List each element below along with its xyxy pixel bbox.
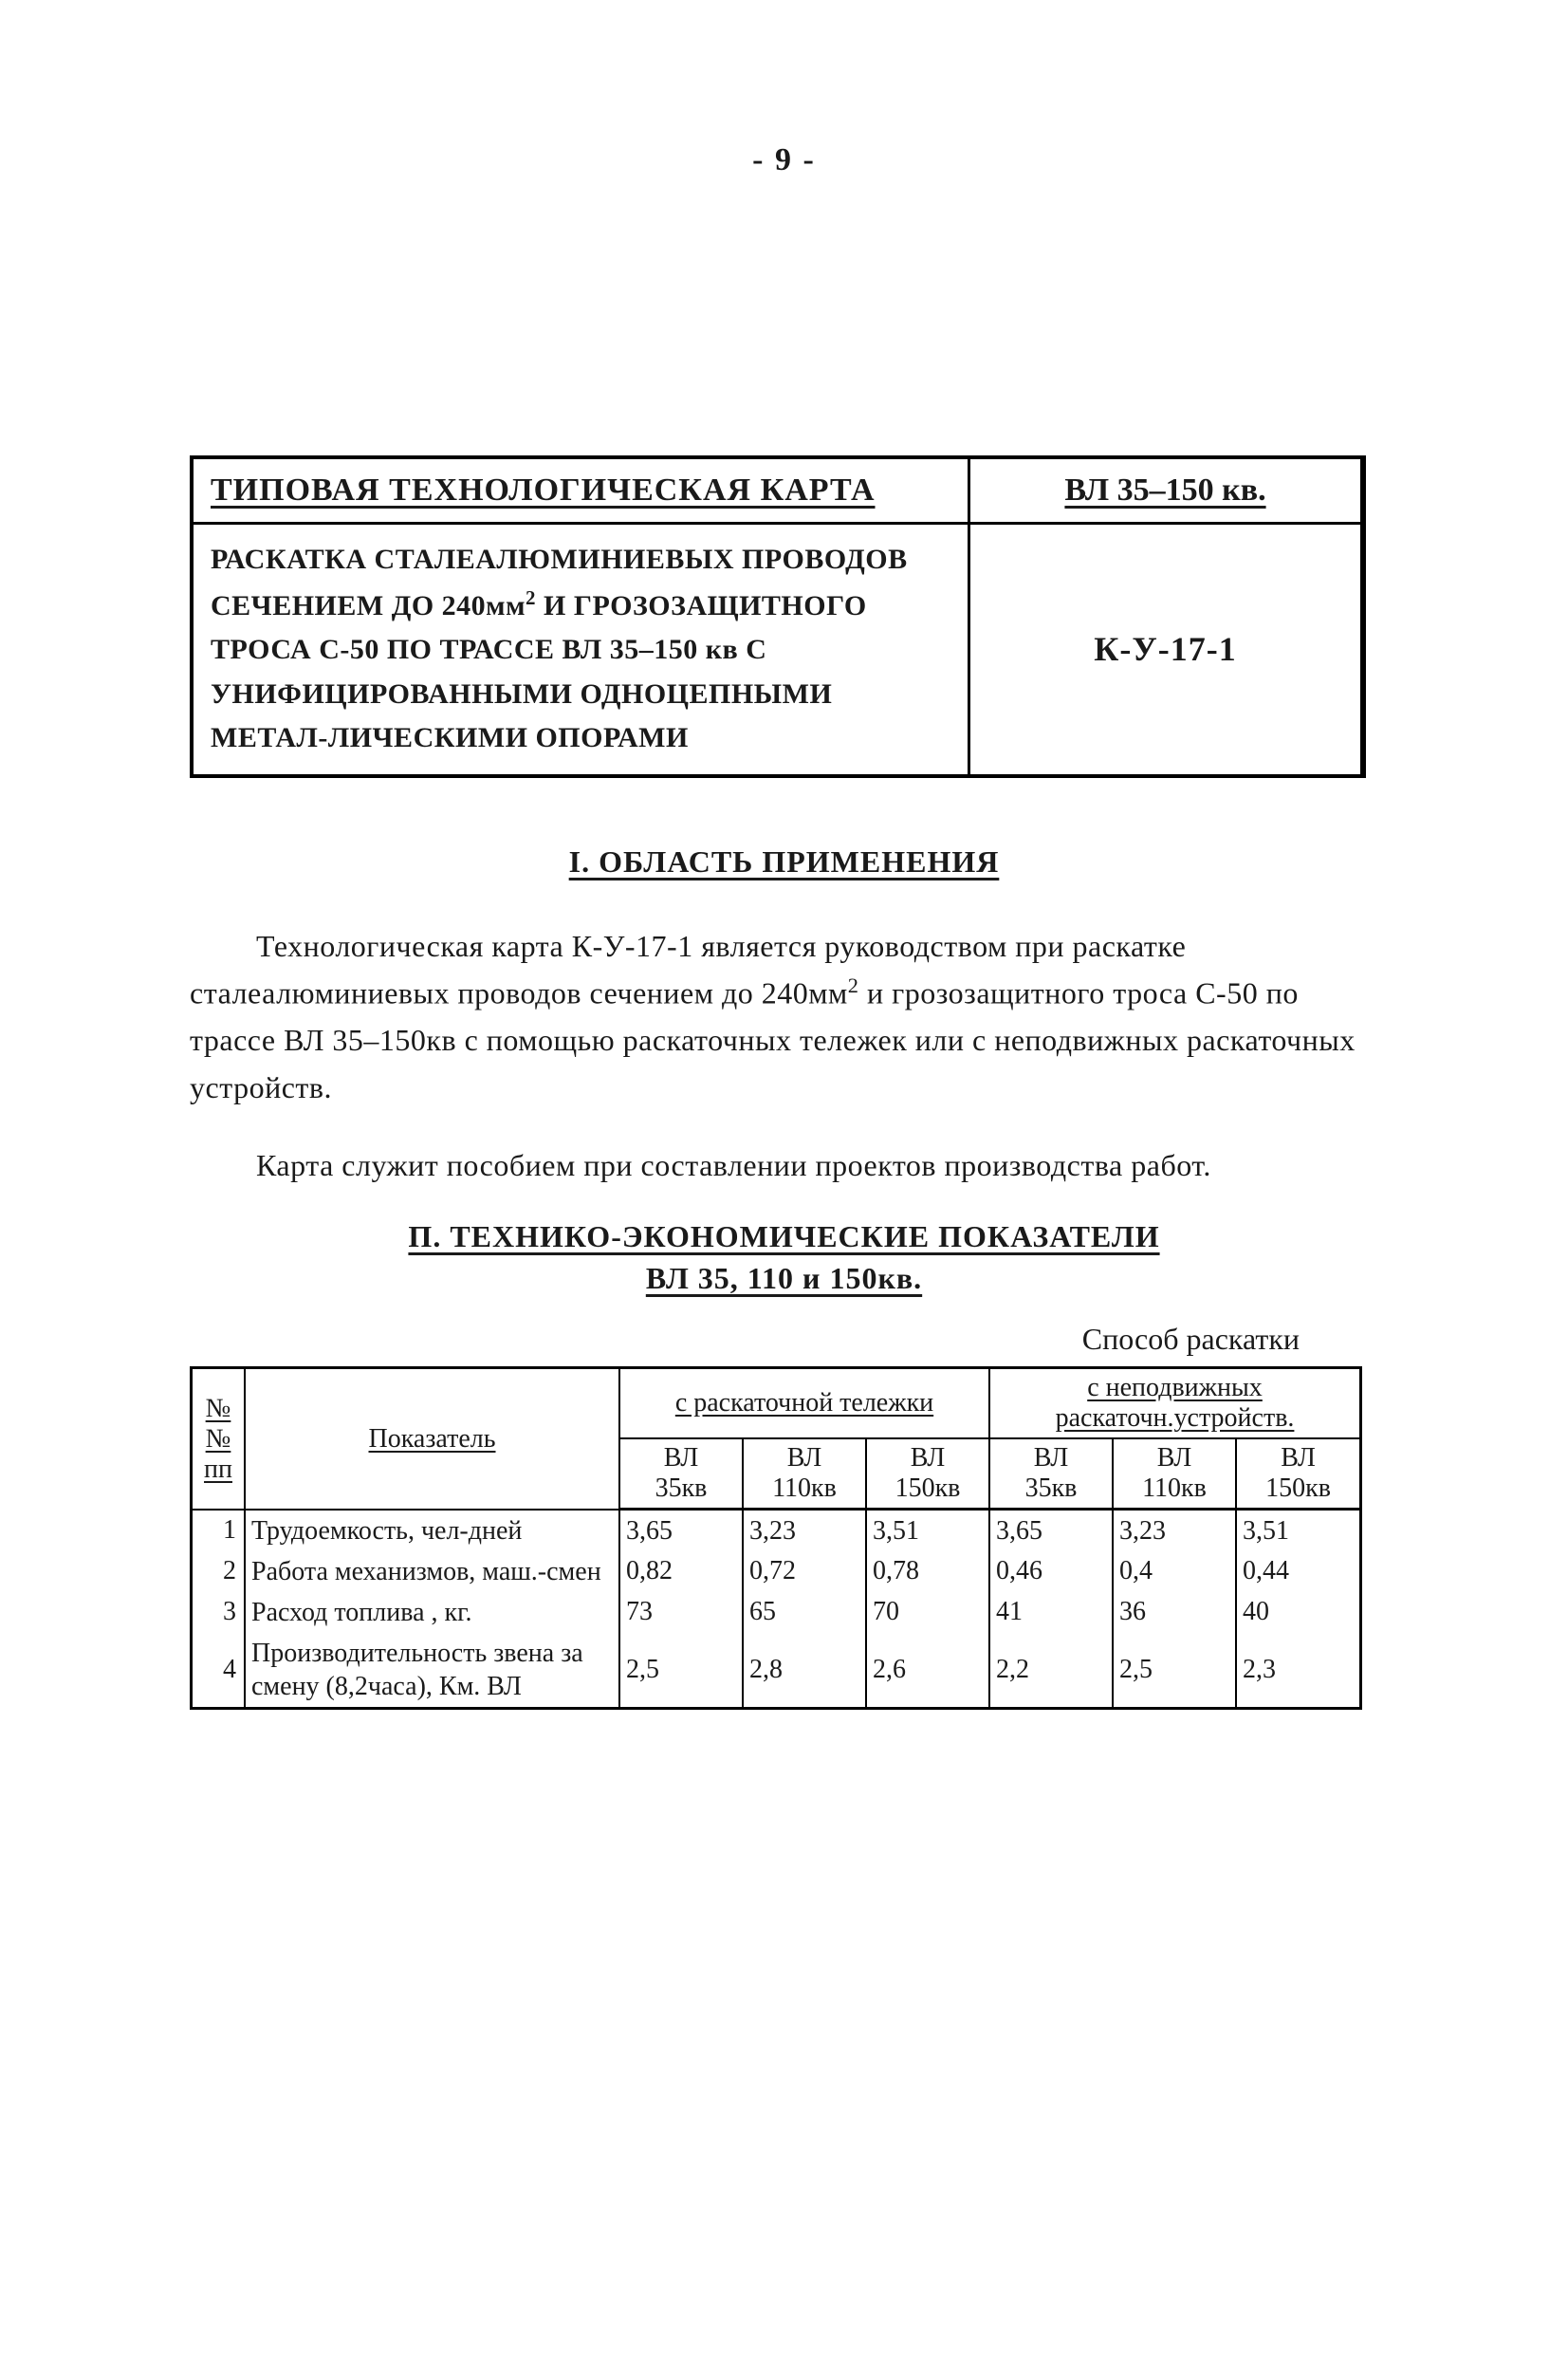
page-number: - 9 - — [0, 142, 1568, 178]
card-title: ТИПОВАЯ ТЕХНОЛОГИЧЕСКАЯ КАРТА — [211, 473, 876, 508]
cell-value: 0,4 — [1113, 1551, 1236, 1592]
row-index: 3 — [193, 1592, 245, 1633]
cell-value: 0,72 — [743, 1551, 866, 1592]
cell-value: 36 — [1113, 1592, 1236, 1633]
cell-value: 3,23 — [743, 1510, 866, 1551]
cell-value: 3,23 — [1113, 1510, 1236, 1551]
row-index: 4 — [193, 1633, 245, 1707]
table-row: 4Производительность звена за смену (8,2ч… — [193, 1633, 1359, 1707]
voltage-class: ВЛ 35–150 кв. — [1064, 473, 1265, 509]
cell-value: 3,65 — [989, 1510, 1113, 1551]
cell-value: 3,65 — [619, 1510, 743, 1551]
row-label: Работа механизмов, маш.-смен — [245, 1551, 619, 1592]
card-description: РАСКАТКА СТАЛЕАЛЮМИНИЕВЫХ ПРОВОДОВ СЕЧЕН… — [211, 538, 950, 761]
row-label: Расход топлива , кг. — [245, 1592, 619, 1633]
table-row: 2Работа механизмов, маш.-смен0,820,720,7… — [193, 1551, 1359, 1592]
cell-value: 2,5 — [1113, 1633, 1236, 1707]
th-sub: ВЛ 110кв — [1113, 1438, 1236, 1510]
table-row: 1Трудоемкость, чел-дней3,653,233,513,653… — [193, 1510, 1359, 1551]
section-1-heading: I. ОБЛАСТЬ ПРИМЕНЕНИЯ — [190, 844, 1378, 880]
page: - 9 - ТИПОВАЯ ТЕХНОЛОГИЧЕСКАЯ КАРТА ВЛ 3… — [0, 0, 1568, 2354]
cell-value: 0,82 — [619, 1551, 743, 1592]
row-index: 1 — [193, 1510, 245, 1551]
th-label: Показатель — [245, 1369, 619, 1510]
th-sub: ВЛ 110кв — [743, 1438, 866, 1510]
table-body: 1Трудоемкость, чел-дней3,653,233,513,653… — [193, 1510, 1359, 1707]
title-card: ТИПОВАЯ ТЕХНОЛОГИЧЕСКАЯ КАРТА ВЛ 35–150 … — [190, 455, 1366, 778]
th-group-1: с раскаточной тележки — [619, 1369, 989, 1438]
section-2-heading-line1: П. ТЕХНИКО-ЭКОНОМИЧЕСКИЕ ПОКАЗАТЕЛИ — [190, 1219, 1378, 1254]
cell-value: 73 — [619, 1592, 743, 1633]
cell-value: 41 — [989, 1592, 1113, 1633]
row-label: Трудоемкость, чел-дней — [245, 1510, 619, 1551]
cell-value: 0,46 — [989, 1551, 1113, 1592]
cell-value: 2,2 — [989, 1633, 1113, 1707]
table-caption: Способ раскатки — [190, 1322, 1356, 1357]
th-sub: ВЛ 150кв — [866, 1438, 989, 1510]
cell-value: 70 — [866, 1592, 989, 1633]
cell-value: 3,51 — [866, 1510, 989, 1551]
cell-value: 2,5 — [619, 1633, 743, 1707]
cell-value: 2,3 — [1236, 1633, 1359, 1707]
cell-value: 0,78 — [866, 1551, 989, 1592]
table-row: 3Расход топлива , кг.736570413640 — [193, 1592, 1359, 1633]
section-2-heading-line2: ВЛ 35, 110 и 150кв. — [190, 1262, 1378, 1295]
cell-value: 2,8 — [743, 1633, 866, 1707]
cell-value: 0,44 — [1236, 1551, 1359, 1592]
cell-value: 2,6 — [866, 1633, 989, 1707]
th-index: №№ пп — [193, 1369, 245, 1510]
row-index: 2 — [193, 1551, 245, 1592]
cell-value: 40 — [1236, 1592, 1359, 1633]
th-sub: ВЛ 35кв — [989, 1438, 1113, 1510]
cell-value: 65 — [743, 1592, 866, 1633]
paragraph-2: Карта служит пособием при составлении пр… — [190, 1142, 1356, 1190]
th-sub: ВЛ 150кв — [1236, 1438, 1359, 1510]
document-code: К-У-17-1 — [1094, 629, 1237, 669]
cell-value: 3,51 — [1236, 1510, 1359, 1551]
paragraph-1: Технологическая карта К-У-17-1 является … — [190, 923, 1356, 1112]
indicators-table: №№ пп Показатель с раскаточной тележки с… — [190, 1366, 1362, 1710]
th-sub: ВЛ 35кв — [619, 1438, 743, 1510]
th-group-2: с неподвижных раскаточн.устройств. — [989, 1369, 1359, 1438]
row-label: Производительность звена за смену (8,2ча… — [245, 1633, 619, 1707]
